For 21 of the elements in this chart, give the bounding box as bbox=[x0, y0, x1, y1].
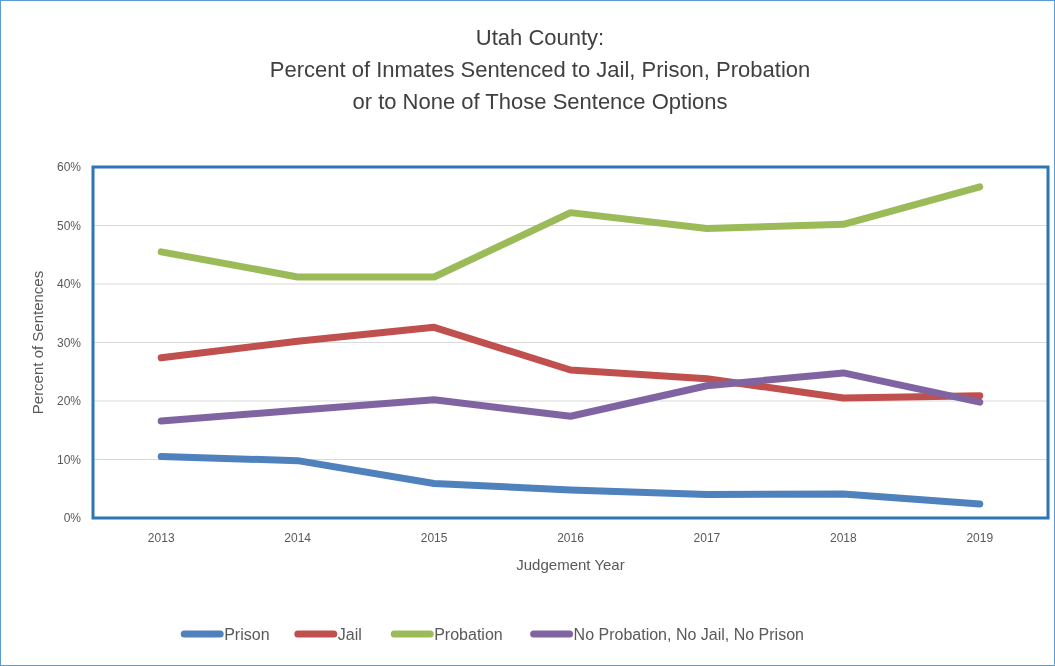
y-tick-label: 0% bbox=[63, 511, 82, 526]
legend-label: Prison bbox=[224, 625, 270, 643]
legend-label: No Probation, No Jail, No Prison bbox=[573, 625, 804, 643]
x-tick-label: 2013 bbox=[147, 531, 175, 545]
y-tick-label: 20% bbox=[56, 394, 82, 409]
legend-label: Probation bbox=[434, 625, 503, 643]
x-tick-label: 2019 bbox=[966, 531, 994, 545]
y-tick-label: 10% bbox=[56, 452, 82, 467]
x-tick-label: 2014 bbox=[284, 531, 312, 545]
y-tick-label: 50% bbox=[56, 218, 82, 233]
x-axis-title: Judgement Year bbox=[516, 556, 625, 573]
y-tick-label: 60% bbox=[56, 160, 82, 175]
x-tick-label: 2018 bbox=[830, 531, 858, 545]
y-tick-label: 40% bbox=[56, 277, 82, 292]
legend-label: Jail bbox=[337, 625, 362, 643]
y-axis-title: Percent of Sentences bbox=[29, 270, 46, 415]
chart-title: Utah County: Percent of Inmates Sentenced to Jail, Prison, Probation or to None of Those Sentence Options bbox=[269, 25, 811, 114]
x-tick-label: 2015 bbox=[420, 531, 448, 545]
y-tick-label: 30% bbox=[56, 335, 82, 350]
x-tick-label: 2017 bbox=[693, 531, 721, 545]
x-tick-label: 2016 bbox=[557, 531, 585, 545]
